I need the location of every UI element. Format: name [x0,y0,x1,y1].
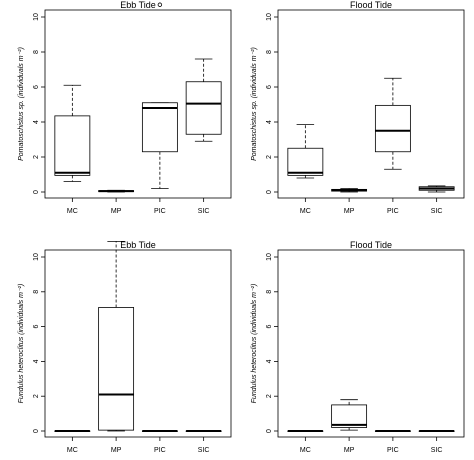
y-tick-label: 0 [33,429,40,433]
box-sic [185,58,222,142]
box-body [374,104,411,153]
x-tick-label: PIC [154,447,166,454]
box-mp [331,399,368,431]
x-tick-label: MC [300,447,311,454]
x-tick-label: MC [67,208,78,215]
box-body [54,115,91,176]
box-sic [185,430,222,432]
y-axis-label: Fundulus heteroclitus (individuals m⁻²) [18,284,25,404]
y-tick-label: 8 [33,290,40,294]
box-body [331,404,368,428]
panel-2: Flood Tide 0 2 4 6 8 10 Pomatoschistus sp. (ind… [251,0,465,215]
box-sic [418,430,455,432]
panel-title: Flood Tide [350,0,392,10]
y-tick-label: 8 [266,50,273,54]
box-body [141,102,178,153]
y-tick-label: 6 [33,325,40,329]
box-pic [374,430,411,432]
x-tick-label: PIC [387,447,399,454]
panel-title: Flood Tide [350,240,392,250]
panel-title: Ebb Tide [120,0,156,10]
y-tick-label: 10 [33,253,40,261]
y-tick-label: 0 [33,190,40,194]
panel-4: Flood Tide 0 2 4 6 8 10 Fundulus heteroclitus (… [251,240,465,454]
y-tick-label: 2 [266,155,273,159]
x-tick-label: MP [344,208,355,215]
box-pic [141,430,178,432]
x-tick-label: MP [344,447,355,454]
y-tick-label: 10 [266,253,273,261]
plot-frame [44,9,232,199]
y-tick-label: 2 [33,155,40,159]
y-tick-label: 0 [266,190,273,194]
y-tick-label: 4 [33,120,40,124]
box-mc [54,84,91,182]
y-tick-label: 2 [33,394,40,398]
y-tick-label: 6 [266,325,273,329]
x-tick-label: MP [111,208,122,215]
x-tick-label: MC [67,447,78,454]
box-pic [374,77,411,170]
y-axis-label: Pomatoschistus sp. (individuals m⁻²) [251,47,258,161]
y-tick-label: 4 [266,359,273,363]
x-tick-label: SIC [198,208,210,215]
x-tick-label: MP [111,447,122,454]
y-axis-label: Fundulus heteroclitus (individuals m⁻²) [251,284,258,404]
y-tick-label: 4 [33,359,40,363]
y-tick-label: 8 [33,50,40,54]
box-mp [331,188,368,193]
y-tick-label: 0 [266,429,273,433]
box-mc [287,430,324,432]
box-mp [98,240,135,432]
y-tick-label: 6 [33,85,40,89]
plot-frame [277,9,465,199]
box-pic [141,2,178,189]
x-tick-label: SIC [198,447,210,454]
panel-3: Ebb Tide 0 2 4 6 8 10 Fundulus heteroclitus (in… [18,240,232,454]
box-mc [287,124,324,179]
box-body [287,147,324,176]
outlier-point [157,2,163,7]
box-body [185,81,222,135]
x-tick-label: SIC [431,447,443,454]
box-body [98,307,135,431]
y-tick-label: 8 [266,290,273,294]
y-tick-label: 4 [266,120,273,124]
box-mp [98,189,135,193]
x-tick-label: MC [300,208,311,215]
panel-1: Ebb Tide 0 2 4 6 8 10 Pomatoschistus sp. (indiv… [18,0,232,215]
y-tick-label: 10 [33,13,40,21]
plot-frame [44,249,232,438]
y-tick-label: 6 [266,85,273,89]
y-tick-label: 2 [266,394,273,398]
y-tick-label: 10 [266,13,273,21]
box-sic [418,185,455,193]
box-mc [54,430,91,432]
plot-frame [277,249,465,438]
x-tick-label: SIC [431,208,443,215]
x-tick-label: PIC [387,208,399,215]
panel-title: Ebb Tide [120,240,156,250]
x-tick-label: PIC [154,208,166,215]
y-axis-label: Pomatoschistus sp. (individuals m⁻²) [18,47,25,161]
